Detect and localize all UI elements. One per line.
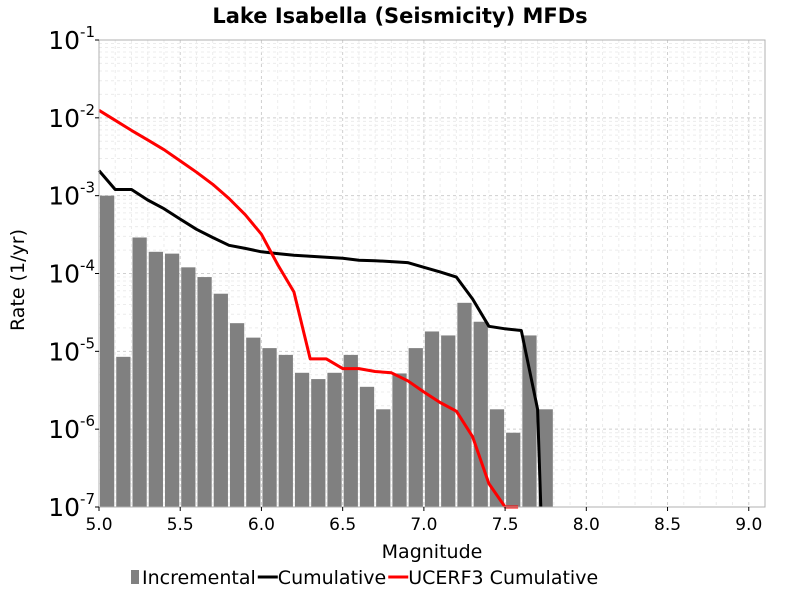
incremental-bar — [392, 373, 407, 507]
incremental-bar — [359, 386, 375, 507]
incremental-bar — [262, 348, 277, 507]
incremental-bars — [100, 195, 553, 508]
chart-title: Lake Isabella (Seismicity) MFDs — [212, 4, 587, 28]
incremental-bar — [294, 372, 310, 507]
incremental-bar — [148, 251, 163, 507]
incremental-bar — [457, 302, 472, 507]
x-tick-label: 6.5 — [329, 515, 356, 535]
incremental-bar — [246, 337, 261, 507]
series-lines — [97, 109, 543, 509]
y-axis-ticks: 10-1 10-2 10-3 10-4 10-5 10-6 10-7 — [48, 23, 99, 522]
legend: Incremental Cumulative UCERF3 Cumulative — [131, 567, 598, 589]
incremental-bar — [213, 293, 228, 507]
x-tick-label: 8.0 — [573, 515, 600, 535]
incremental-bar — [522, 335, 537, 507]
cumulative-line — [97, 169, 543, 508]
incremental-bar — [538, 409, 553, 507]
y-tick-label: 10-7 — [48, 490, 95, 522]
x-tick-label: 7.5 — [492, 515, 519, 535]
y-tick-label: 10-4 — [48, 257, 95, 289]
legend-label-ucerf3-cumulative: UCERF3 Cumulative — [408, 567, 598, 589]
incremental-bar — [473, 321, 488, 507]
incremental-bar — [408, 348, 423, 507]
legend-label-incremental: Incremental — [142, 567, 256, 589]
incremental-bar — [100, 195, 115, 507]
incremental-bar — [506, 432, 521, 507]
x-tick-label: 7.0 — [410, 515, 437, 535]
x-axis-ticks: 5.0 5.5 6.0 6.5 7.0 7.5 8.0 8.5 9.0 — [85, 507, 762, 535]
x-axis-label: Magnitude — [382, 541, 483, 563]
incremental-bar — [441, 335, 456, 507]
ucerf3-cumulative-line — [98, 109, 519, 509]
y-tick-label: 10-1 — [48, 23, 95, 55]
x-tick-label: 6.0 — [248, 515, 275, 535]
incremental-bar — [278, 354, 293, 507]
incremental-bar — [424, 331, 440, 507]
incremental-bar — [164, 253, 180, 507]
x-tick-label: 8.5 — [654, 515, 681, 535]
y-tick-label: 10-6 — [48, 412, 95, 444]
x-tick-label: 9.0 — [735, 515, 762, 535]
y-tick-label: 10-2 — [48, 101, 95, 133]
incremental-bar — [376, 409, 391, 507]
incremental-bar — [116, 356, 131, 507]
y-tick-label: 10-3 — [48, 179, 95, 211]
incremental-bar — [197, 277, 212, 507]
x-tick-label: 5.0 — [85, 515, 112, 535]
incremental-bar — [343, 354, 358, 507]
incremental-bar — [181, 267, 196, 507]
x-tick-label: 5.5 — [167, 515, 194, 535]
y-tick-label: 10-5 — [48, 334, 95, 366]
y-axis-label: Rate (1/yr) — [7, 229, 29, 331]
incremental-bar — [132, 237, 147, 508]
incremental-bar — [229, 323, 245, 507]
legend-label-cumulative: Cumulative — [278, 567, 386, 589]
incremental-bar — [311, 379, 326, 507]
legend-swatch-incremental — [131, 570, 139, 584]
incremental-bar — [327, 372, 342, 507]
incremental-bar — [489, 409, 505, 507]
